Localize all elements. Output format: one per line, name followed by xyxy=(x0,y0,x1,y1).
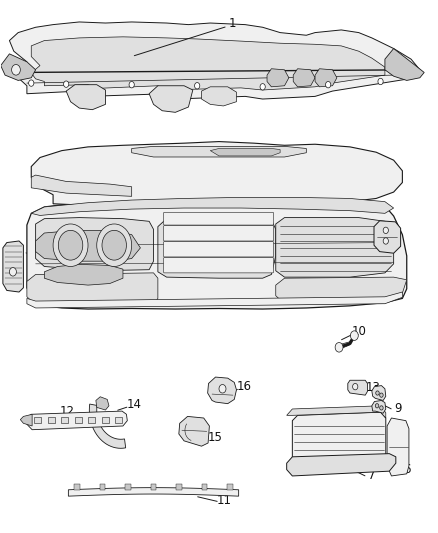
Polygon shape xyxy=(96,397,109,410)
Polygon shape xyxy=(315,69,337,87)
Polygon shape xyxy=(158,214,276,278)
Bar xyxy=(48,417,55,423)
Text: 7: 7 xyxy=(368,469,375,482)
Polygon shape xyxy=(149,86,193,112)
Text: 1: 1 xyxy=(228,17,236,30)
Text: 5: 5 xyxy=(394,231,402,244)
Polygon shape xyxy=(35,217,153,270)
Circle shape xyxy=(378,78,383,85)
Text: 3: 3 xyxy=(377,208,384,221)
Circle shape xyxy=(129,82,134,88)
Polygon shape xyxy=(293,69,315,87)
Circle shape xyxy=(194,83,200,89)
Circle shape xyxy=(380,406,383,410)
Bar xyxy=(75,417,81,423)
FancyBboxPatch shape xyxy=(163,241,274,257)
Text: 2: 2 xyxy=(329,175,336,188)
Polygon shape xyxy=(276,217,394,277)
Bar xyxy=(177,484,182,490)
Text: 15: 15 xyxy=(207,431,222,444)
Polygon shape xyxy=(27,273,158,305)
Polygon shape xyxy=(287,406,386,418)
Bar xyxy=(88,417,95,423)
Bar xyxy=(74,484,80,490)
FancyBboxPatch shape xyxy=(163,257,274,273)
FancyBboxPatch shape xyxy=(163,212,274,225)
Circle shape xyxy=(350,331,358,341)
Bar xyxy=(151,484,156,490)
Polygon shape xyxy=(31,37,385,90)
Text: 16: 16 xyxy=(237,379,252,393)
Polygon shape xyxy=(89,404,126,448)
Text: 11: 11 xyxy=(217,494,232,507)
Text: 12: 12 xyxy=(60,405,74,417)
Circle shape xyxy=(260,84,265,90)
Polygon shape xyxy=(387,418,409,476)
Polygon shape xyxy=(372,385,386,400)
Circle shape xyxy=(10,268,16,276)
Circle shape xyxy=(383,227,389,233)
Polygon shape xyxy=(372,400,386,413)
Circle shape xyxy=(97,224,132,266)
Circle shape xyxy=(28,80,34,86)
Polygon shape xyxy=(31,175,132,196)
Polygon shape xyxy=(179,416,209,446)
Text: 14: 14 xyxy=(126,398,141,411)
Polygon shape xyxy=(385,49,424,80)
Polygon shape xyxy=(3,241,23,292)
Polygon shape xyxy=(267,69,289,87)
Bar xyxy=(115,417,122,423)
Circle shape xyxy=(376,391,379,395)
Polygon shape xyxy=(208,377,237,403)
Bar xyxy=(102,417,109,423)
Polygon shape xyxy=(337,334,356,350)
Text: 9: 9 xyxy=(394,402,402,415)
Polygon shape xyxy=(210,149,280,156)
Polygon shape xyxy=(68,488,239,496)
Circle shape xyxy=(353,383,358,390)
Bar xyxy=(202,484,207,490)
Text: 13: 13 xyxy=(365,381,380,394)
Polygon shape xyxy=(44,264,123,285)
Circle shape xyxy=(58,230,83,260)
Circle shape xyxy=(102,230,127,260)
Bar xyxy=(61,417,68,423)
Polygon shape xyxy=(31,197,394,215)
Bar xyxy=(34,417,41,423)
Circle shape xyxy=(335,343,343,352)
Polygon shape xyxy=(1,54,35,80)
Circle shape xyxy=(12,64,20,75)
Polygon shape xyxy=(348,380,367,395)
Circle shape xyxy=(219,384,226,393)
Bar xyxy=(125,484,131,490)
Circle shape xyxy=(64,81,69,87)
Circle shape xyxy=(375,403,379,408)
Polygon shape xyxy=(374,221,401,253)
Polygon shape xyxy=(20,414,32,426)
Bar xyxy=(100,484,105,490)
Polygon shape xyxy=(27,292,403,308)
Bar xyxy=(227,484,233,490)
Polygon shape xyxy=(26,411,127,430)
Polygon shape xyxy=(201,87,237,106)
Polygon shape xyxy=(132,147,306,157)
Polygon shape xyxy=(66,85,106,110)
Circle shape xyxy=(53,224,88,266)
Polygon shape xyxy=(287,454,396,476)
Polygon shape xyxy=(31,142,403,205)
Polygon shape xyxy=(10,22,420,99)
Circle shape xyxy=(380,393,383,397)
FancyBboxPatch shape xyxy=(163,225,274,241)
Text: 6: 6 xyxy=(403,463,410,476)
Polygon shape xyxy=(292,412,386,463)
Polygon shape xyxy=(276,277,407,304)
Text: 4: 4 xyxy=(15,244,23,257)
Text: 10: 10 xyxy=(351,325,366,338)
Circle shape xyxy=(325,82,331,88)
Polygon shape xyxy=(35,230,141,261)
Circle shape xyxy=(383,238,389,244)
Polygon shape xyxy=(27,197,407,309)
